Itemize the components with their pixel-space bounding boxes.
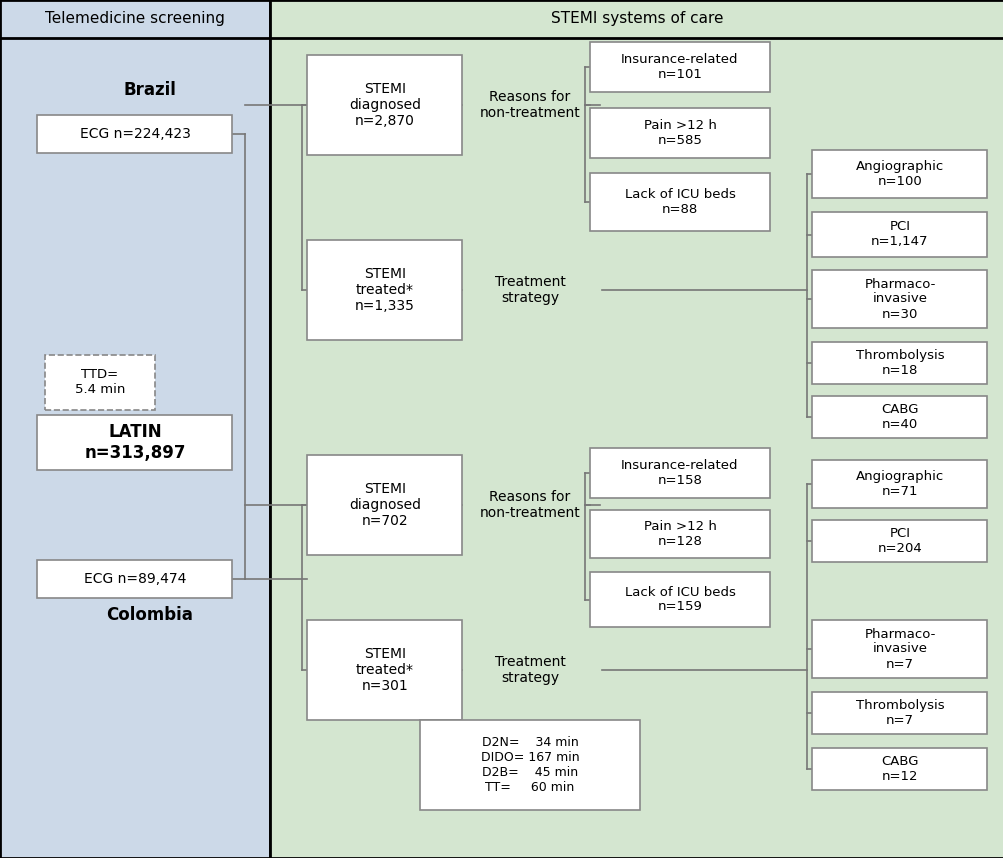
Text: Insurance-related
n=101: Insurance-related n=101 (621, 53, 738, 81)
Text: Reasons for
non-treatment: Reasons for non-treatment (479, 490, 580, 520)
Text: Treatment
strategy: Treatment strategy (494, 655, 565, 685)
Text: LATIN
n=313,897: LATIN n=313,897 (84, 423, 186, 462)
Text: Brazil: Brazil (123, 81, 177, 99)
Bar (811, 212, 987, 257)
Bar (811, 692, 987, 734)
Text: Pain >12 h
n=585: Pain >12 h n=585 (643, 119, 716, 147)
Text: STEMI
diagnosed
n=702: STEMI diagnosed n=702 (349, 482, 420, 529)
Text: Angiographic
n=71: Angiographic n=71 (855, 470, 943, 498)
Text: CABG
n=40: CABG n=40 (881, 403, 918, 431)
Text: ECG n=89,474: ECG n=89,474 (83, 572, 186, 586)
Text: Lack of ICU beds
n=159: Lack of ICU beds n=159 (624, 585, 735, 613)
Text: CABG
n=12: CABG n=12 (881, 755, 918, 783)
Text: Reasons for
non-treatment: Reasons for non-treatment (479, 90, 580, 120)
Bar (0, 0, 270, 858)
Bar (307, 240, 462, 340)
Bar (590, 510, 769, 558)
Text: Thrombolysis
n=7: Thrombolysis n=7 (855, 699, 944, 727)
Text: Treatment
strategy: Treatment strategy (494, 275, 565, 305)
Text: Angiographic
n=100: Angiographic n=100 (855, 160, 943, 188)
Text: STEMI
treated*
n=301: STEMI treated* n=301 (356, 647, 413, 693)
Bar (590, 42, 769, 92)
Bar (45, 355, 154, 410)
Text: Insurance-related
n=158: Insurance-related n=158 (621, 459, 738, 487)
Text: PCI
n=1,147: PCI n=1,147 (871, 221, 928, 249)
Bar (811, 460, 987, 508)
Text: D2N=    34 min
DIDO= 167 min
D2B=    45 min
TT=     60 min: D2N= 34 min DIDO= 167 min D2B= 45 min TT… (480, 736, 579, 794)
Text: Telemedicine screening: Telemedicine screening (45, 11, 225, 27)
Bar (811, 748, 987, 790)
Bar (811, 620, 987, 678)
Bar (811, 150, 987, 198)
Bar (811, 342, 987, 384)
Bar (419, 720, 639, 810)
Bar (270, 0, 1003, 858)
Bar (37, 115, 233, 153)
Bar (811, 520, 987, 562)
Text: Pain >12 h
n=128: Pain >12 h n=128 (643, 520, 716, 548)
Text: Lack of ICU beds
n=88: Lack of ICU beds n=88 (624, 188, 735, 216)
Bar (590, 572, 769, 627)
Text: Pharmaco-
invasive
n=7: Pharmaco- invasive n=7 (864, 627, 935, 670)
Bar (307, 620, 462, 720)
Text: ECG n=224,423: ECG n=224,423 (79, 127, 191, 141)
Text: Colombia: Colombia (106, 606, 194, 624)
Text: Thrombolysis
n=18: Thrombolysis n=18 (855, 349, 944, 377)
Bar (590, 173, 769, 231)
Bar (590, 448, 769, 498)
Bar (811, 396, 987, 438)
Bar (37, 415, 233, 470)
Text: Pharmaco-
invasive
n=30: Pharmaco- invasive n=30 (864, 277, 935, 321)
Text: STEMI systems of care: STEMI systems of care (551, 11, 722, 27)
Bar (37, 560, 233, 598)
Bar (811, 270, 987, 328)
Bar (590, 108, 769, 158)
Bar (307, 55, 462, 155)
Text: TTD=
5.4 min: TTD= 5.4 min (75, 368, 125, 396)
Text: PCI
n=204: PCI n=204 (877, 527, 922, 555)
Bar (307, 455, 462, 555)
Text: STEMI
diagnosed
n=2,870: STEMI diagnosed n=2,870 (349, 82, 420, 128)
Text: STEMI
treated*
n=1,335: STEMI treated* n=1,335 (355, 267, 414, 313)
